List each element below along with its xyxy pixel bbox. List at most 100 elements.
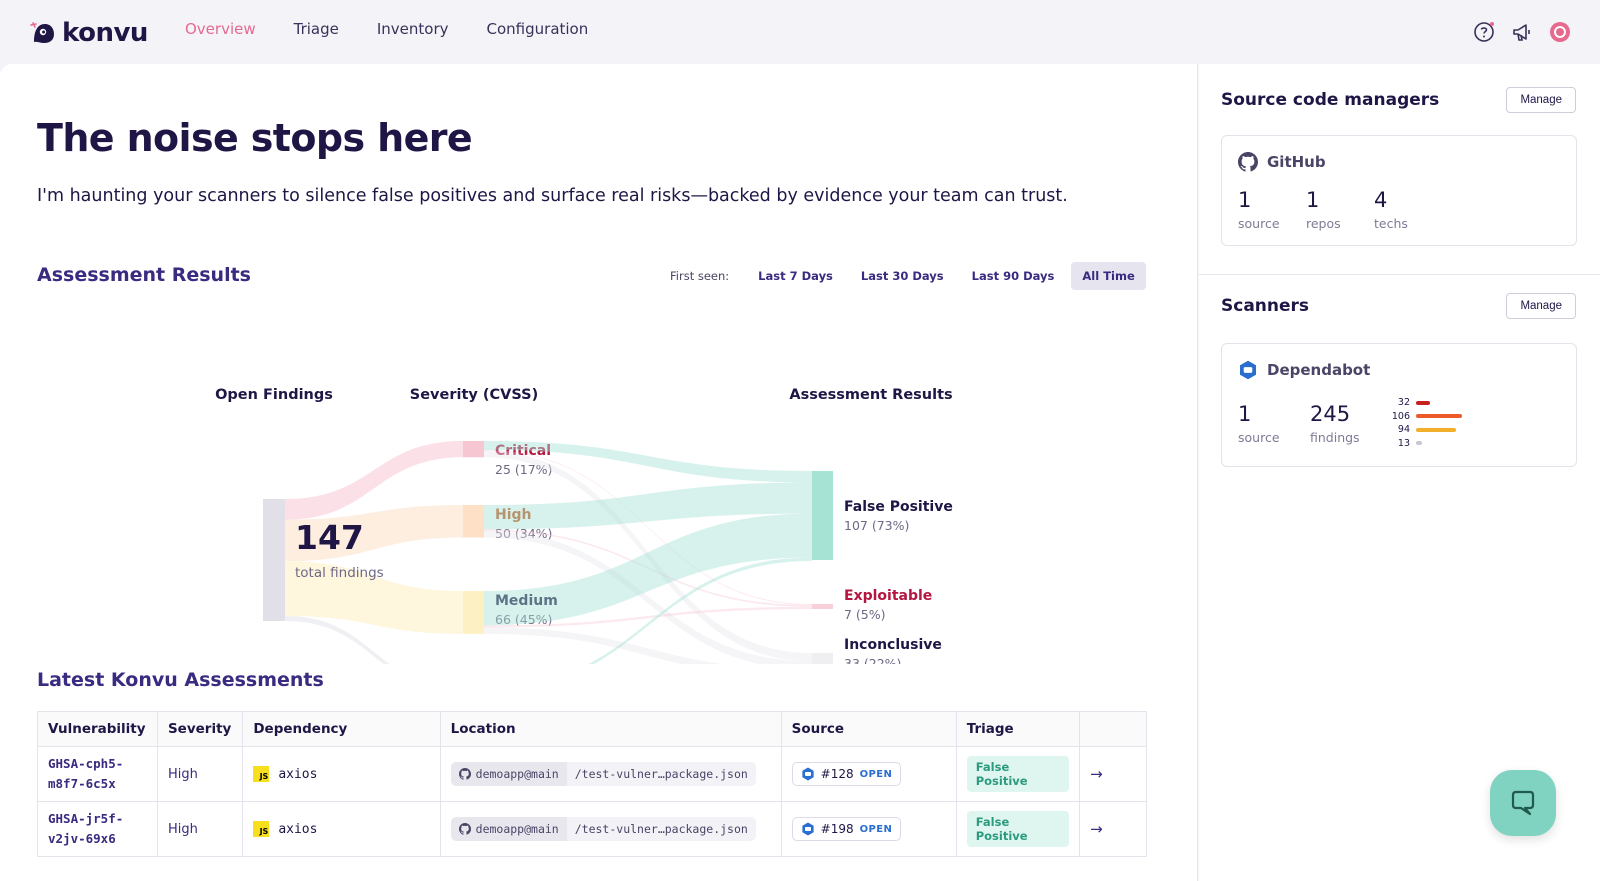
flow-total-to-critical — [285, 441, 463, 520]
flow-critical-to-inconclusive — [484, 450, 812, 662]
stat-techs: 4 techs — [1374, 188, 1408, 231]
col-dependency[interactable]: Dependency — [242, 711, 441, 747]
scanners-title: Scanners — [1221, 296, 1310, 316]
stat-sources: 1 source — [1238, 188, 1280, 231]
col-triage[interactable]: Triage — [955, 711, 1081, 747]
severity-label: Critical — [495, 443, 551, 459]
source-number: #128 — [820, 767, 854, 781]
arrow-right-icon[interactable]: → — [1090, 820, 1103, 838]
filter-last-7-days[interactable]: Last 7 Days — [758, 269, 833, 283]
help-icon[interactable] — [1472, 20, 1496, 44]
flow-total-to-high — [285, 505, 463, 562]
severity-breakdown-row: 32 — [1380, 396, 1462, 410]
severity-breakdown-row: 13 — [1380, 437, 1462, 451]
severity-count: 13 — [1397, 437, 1410, 449]
severity-bar — [1416, 400, 1430, 405]
total-node — [263, 499, 285, 621]
source-pill[interactable]: #128 OPEN — [791, 762, 902, 786]
severity-label: Medium — [495, 593, 558, 609]
result-detail: 7 (5%) — [844, 607, 886, 622]
sankey-chart: Open Findings Severity (CVSS) Assessment R… — [215, 387, 953, 664]
col-severity[interactable]: Severity — [156, 711, 244, 747]
location-repo: demoapp@main — [450, 762, 567, 786]
source-number: #198 — [820, 822, 854, 836]
result-node-false-positive — [812, 471, 833, 560]
severity-bar — [1416, 427, 1457, 432]
flow-high-to-exploitable — [484, 529, 812, 607]
table-row[interactable]: GHSA-jr5f- v2jv-69x6 High JS axios demoa… — [37, 801, 1147, 857]
col-location[interactable]: Location — [439, 711, 782, 747]
dependency-name: axios — [278, 766, 318, 782]
vuln-id-line: m8f7-6c5x — [48, 776, 116, 791]
dependency-cell: JS axios — [253, 821, 429, 837]
vuln-cell[interactable]: GHSA-jr5f- v2jv-69x6 — [37, 801, 158, 857]
nav-triage[interactable]: Triage — [293, 20, 339, 38]
github-icon — [458, 768, 471, 780]
severity-value: High — [167, 767, 198, 782]
severity-breakdown-row: 94 — [1380, 423, 1462, 437]
manage-scm-button[interactable]: Manage — [1506, 87, 1576, 113]
vuln-id-line: v2jv-69x6 — [48, 831, 116, 846]
severity-detail: 66 (45%) — [495, 612, 552, 627]
javascript-icon: JS — [253, 766, 270, 782]
manage-scanners-button[interactable]: Manage — [1506, 293, 1576, 319]
result-label: False Positive — [844, 499, 953, 515]
result-label: Inconclusive — [844, 637, 942, 653]
scm-title: Source code managers — [1221, 90, 1440, 110]
filter-label: First seen: — [670, 269, 730, 283]
dependency-name: axios — [278, 821, 318, 837]
vuln-id-line: GHSA-cph5- — [48, 756, 124, 771]
assessment-results-title: Assessment Results — [37, 264, 251, 286]
source-pill[interactable]: #198 OPEN — [791, 817, 902, 841]
panel-divider — [1199, 274, 1600, 275]
flow-high-to-inconclusive — [484, 531, 812, 664]
sankey-column-title: Open Findings — [215, 387, 333, 403]
dependabot-card[interactable]: Dependabot 1 source 245 findings 32 106 94… — [1221, 343, 1577, 467]
result-detail: 33 (22%) — [844, 656, 901, 664]
vuln-id-line: GHSA-jr5f- — [48, 811, 124, 826]
top-bar: konvu Overview Triage Inventory Configur… — [0, 0, 1600, 64]
severity-detail: 50 (34%) — [495, 526, 552, 541]
flow-low-to-false-positive — [588, 557, 812, 664]
chat-button[interactable] — [1490, 770, 1556, 836]
github-icon — [1238, 152, 1258, 172]
severity-count: 106 — [1391, 410, 1410, 422]
vuln-cell[interactable]: GHSA-cph5- m8f7-6c5x — [37, 746, 158, 802]
flow-medium-to-inconclusive — [484, 627, 724, 664]
location-pill[interactable]: demoapp@main /test-vulner…package.json — [450, 762, 756, 786]
severity-value: High — [167, 822, 198, 837]
ghost-logo-icon — [30, 22, 54, 43]
github-card[interactable]: GitHub 1 source 1 repos 4 techs — [1221, 135, 1577, 246]
nav-inventory[interactable]: Inventory — [376, 20, 449, 38]
col-vulnerability[interactable]: Vulnerability — [37, 711, 158, 747]
javascript-icon: JS — [253, 821, 270, 837]
result-node-inconclusive — [812, 653, 833, 664]
megaphone-icon[interactable] — [1510, 20, 1534, 44]
dependency-cell: JS axios — [253, 766, 429, 782]
severity-bar — [1416, 414, 1462, 419]
severity-breakdown-row: 106 — [1380, 410, 1462, 424]
col-source[interactable]: Source — [780, 711, 957, 747]
konvu-logo[interactable]: konvu — [30, 18, 148, 48]
nav-configuration[interactable]: Configuration — [486, 20, 589, 38]
filter-all-time[interactable]: All Time — [1071, 262, 1146, 290]
user-avatar-icon[interactable] — [1548, 20, 1572, 44]
dependabot-icon — [802, 822, 814, 836]
github-icon — [458, 823, 471, 835]
flow-medium-to-exploitable — [484, 606, 812, 628]
filter-last-90-days[interactable]: Last 90 Days — [971, 269, 1055, 283]
sankey-column-title: Severity (CVSS) — [410, 387, 538, 403]
location-pill[interactable]: demoapp@main /test-vulner…package.json — [450, 817, 756, 841]
arrow-right-icon[interactable]: → — [1090, 765, 1103, 783]
severity-bar — [1416, 441, 1422, 446]
filter-last-30-days[interactable]: Last 30 Days — [860, 269, 944, 283]
flow-critical-to-false-positive — [484, 441, 812, 483]
location-repo: demoapp@main — [450, 817, 567, 841]
table-row[interactable]: GHSA-cph5- m8f7-6c5x High JS axios demoa… — [37, 746, 1147, 802]
chat-bubble-icon — [1511, 790, 1535, 816]
severity-detail: 25 (17%) — [495, 462, 552, 477]
severity-node-medium — [463, 591, 484, 634]
flow-high-to-false-positive — [484, 482, 812, 530]
nav-overview[interactable]: Overview — [185, 20, 256, 38]
severity-breakdown: 32 106 94 13 — [1380, 396, 1462, 450]
